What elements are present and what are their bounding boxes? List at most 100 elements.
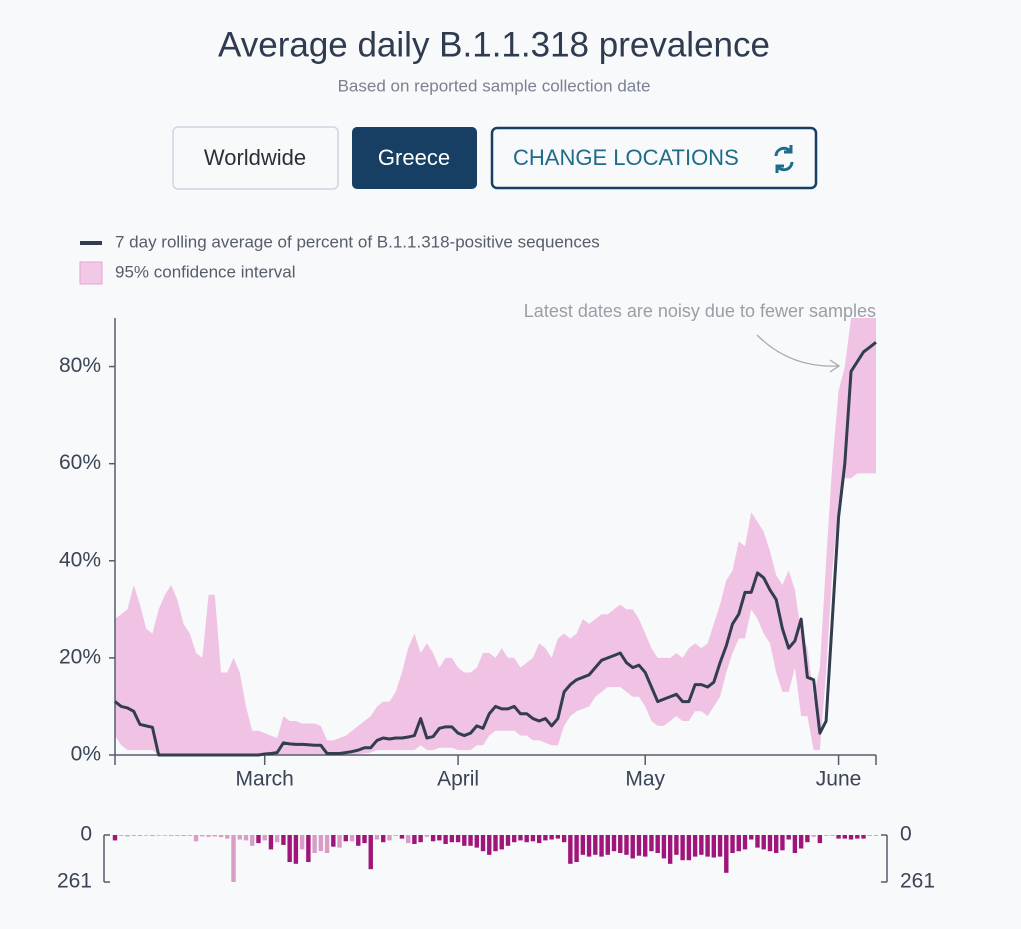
sample-count-bar bbox=[736, 835, 741, 852]
sample-count-bar bbox=[749, 835, 754, 840]
sample-count-bar bbox=[842, 835, 848, 839]
sample-count-bar bbox=[243, 835, 249, 841]
sample-count-bar bbox=[225, 835, 230, 839]
sample-count-bar bbox=[112, 835, 118, 841]
chart-subtitle: Based on reported sample collection date bbox=[338, 76, 651, 95]
sample-count-bar bbox=[331, 835, 336, 847]
sample-count-bar bbox=[187, 835, 193, 836]
sample-count-bar bbox=[817, 835, 823, 844]
sample-count-bar bbox=[430, 835, 436, 842]
sample-count-bar bbox=[605, 835, 610, 855]
sample-count-bar bbox=[337, 835, 342, 848]
sample-count-bar bbox=[742, 835, 748, 850]
sample-count-bar bbox=[181, 835, 186, 837]
legend-swatch bbox=[79, 261, 103, 285]
sample-count-bar bbox=[274, 835, 280, 843]
sample-count-bar bbox=[711, 835, 717, 858]
sample-count-bar bbox=[780, 835, 785, 851]
sample-count-bar bbox=[480, 835, 486, 852]
sample-count-bar bbox=[555, 835, 561, 839]
sample-count-bar bbox=[667, 835, 673, 864]
sample-count-bar bbox=[393, 835, 398, 836]
sample-count-bar bbox=[543, 835, 548, 841]
sample-count-bar bbox=[437, 835, 442, 841]
x-tick-label: June bbox=[816, 768, 862, 791]
button-box bbox=[352, 127, 477, 189]
sample-count-bar bbox=[119, 835, 124, 836]
sample-count-bar bbox=[206, 835, 211, 837]
sample-count-bar bbox=[655, 835, 660, 854]
sample-count-bar bbox=[568, 835, 573, 864]
sample-count-bar bbox=[493, 835, 498, 852]
sample-count-bar bbox=[306, 835, 311, 863]
sample-count-bar bbox=[374, 835, 380, 840]
sample-count-bar bbox=[805, 835, 810, 843]
sample-count-bar bbox=[680, 835, 685, 861]
count-tick-label: 261 bbox=[57, 870, 92, 893]
y-tick-label: 20% bbox=[59, 645, 101, 668]
sample-count-bar bbox=[250, 835, 255, 846]
worldwide-button[interactable]: Worldwide bbox=[172, 126, 339, 190]
sample-count-bar bbox=[299, 835, 305, 850]
sample-count-bar bbox=[449, 835, 455, 843]
sample-count-bar bbox=[399, 835, 405, 839]
sample-count-bar bbox=[312, 835, 317, 854]
sample-count-bar bbox=[624, 835, 629, 855]
sample-count-bar bbox=[767, 835, 773, 852]
sample-count-bar bbox=[455, 835, 461, 843]
legend-label: 7 day rolling average of percent of B.1.… bbox=[115, 232, 600, 251]
sample-count-bar bbox=[512, 835, 517, 843]
button-box bbox=[172, 126, 339, 190]
sample-count-bar bbox=[262, 835, 267, 841]
sample-count-bar bbox=[692, 835, 698, 857]
count-tick-label: 0 bbox=[900, 823, 912, 846]
sample-count-bar bbox=[686, 835, 692, 861]
confidence-band bbox=[115, 318, 876, 755]
sample-count-bar bbox=[387, 835, 392, 841]
sample-count-bar bbox=[855, 835, 860, 839]
sample-count-bar bbox=[212, 835, 218, 837]
button-label: Worldwide bbox=[204, 145, 306, 170]
sample-count-bar bbox=[524, 835, 529, 843]
sample-count-bar bbox=[811, 835, 816, 837]
sample-count-bar bbox=[699, 835, 704, 855]
annotation-arrowhead bbox=[829, 359, 841, 373]
sample-count-bar bbox=[730, 835, 735, 854]
sample-count-bar bbox=[705, 835, 710, 857]
sample-count-bar bbox=[717, 835, 723, 857]
sample-count-bar bbox=[231, 835, 236, 882]
sample-count-bar bbox=[674, 835, 679, 855]
legend-label: 95% confidence interval bbox=[115, 262, 296, 281]
sample-count-bar bbox=[474, 835, 479, 848]
change-locations-button[interactable]: CHANGE LOCATIONS bbox=[490, 126, 818, 190]
sample-count-bar bbox=[661, 835, 667, 859]
sample-count-bar bbox=[487, 835, 492, 855]
button-box bbox=[490, 126, 818, 190]
sample-count-bar bbox=[137, 835, 143, 837]
y-tick-label: 60% bbox=[59, 451, 101, 474]
sample-count-bar bbox=[593, 835, 598, 855]
sample-count-bar bbox=[156, 835, 161, 836]
sample-count-bar bbox=[848, 835, 854, 840]
greece-button[interactable]: Greece bbox=[352, 127, 477, 189]
sample-count-bar bbox=[468, 835, 473, 846]
refresh-icon bbox=[774, 145, 794, 173]
sample-count-bar bbox=[630, 835, 635, 859]
sample-count-bar bbox=[368, 835, 373, 870]
sample-count-bar bbox=[823, 835, 829, 836]
sample-count-bar bbox=[175, 835, 180, 836]
sample-count-bar bbox=[580, 835, 586, 855]
sample-count-bar bbox=[131, 835, 136, 836]
sample-count-bar bbox=[281, 835, 286, 845]
sample-count-bar bbox=[256, 835, 261, 844]
sample-count-bar bbox=[412, 835, 417, 845]
sample-count-bar bbox=[599, 835, 604, 857]
sample-count-bar bbox=[518, 835, 523, 841]
sample-count-bar bbox=[162, 835, 168, 836]
sample-count-bar bbox=[586, 835, 592, 857]
sample-count-bar bbox=[418, 835, 423, 843]
button-label: Greece bbox=[378, 145, 450, 170]
sample-count-bar bbox=[443, 835, 448, 845]
sample-count-bar bbox=[218, 835, 224, 838]
